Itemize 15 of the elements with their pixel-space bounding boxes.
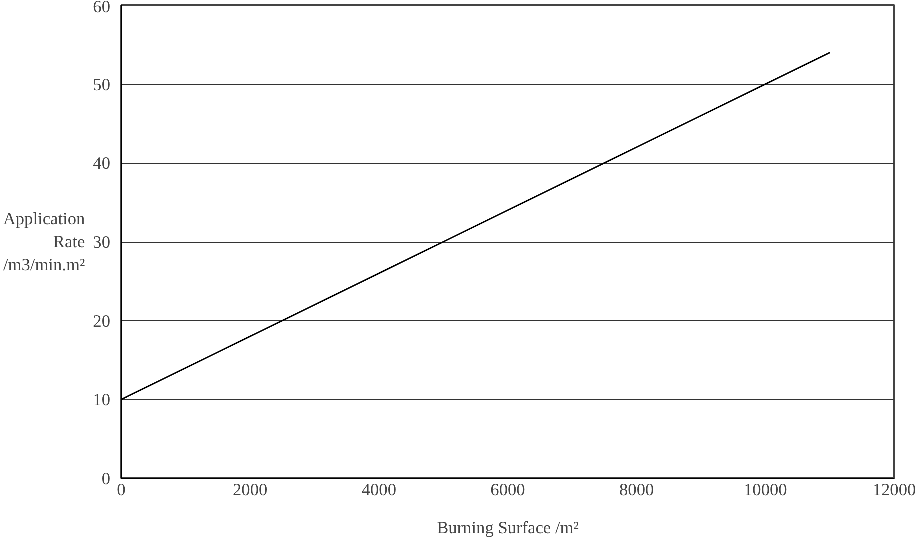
y-tick-label: 40 (93, 154, 110, 174)
x-tick-label: 12000 (872, 480, 916, 500)
x-tick-label: 4000 (362, 480, 396, 500)
y-tick-label: 50 (93, 75, 110, 94)
x-tick-label: 8000 (620, 480, 654, 500)
y-tick-label: 10 (93, 390, 110, 410)
x-tick-label: 0 (117, 480, 126, 500)
y-tick-label: 60 (93, 0, 110, 16)
x-axis-title: Burning Surface /m² (437, 518, 579, 538)
x-tick-label: 6000 (490, 480, 526, 500)
x-tick-label: 10000 (744, 480, 788, 500)
y-tick-label: 20 (93, 312, 110, 331)
x-tick-label: 2000 (233, 480, 268, 500)
y-axis-title: Application Rate /m3/min.m² (3, 210, 86, 274)
y-tick-label: 30 (93, 233, 110, 252)
